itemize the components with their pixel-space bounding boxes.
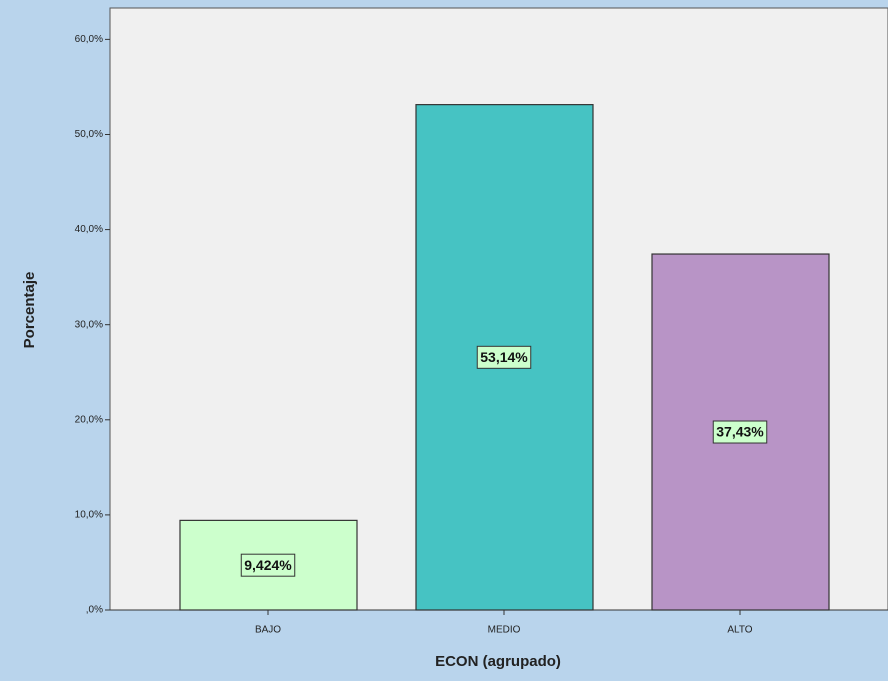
x-tick-label: BAJO: [255, 625, 281, 636]
y-axis-title: Porcentaje: [21, 272, 38, 349]
y-tick-label: ,0%: [86, 605, 103, 616]
value-label-box: [240, 553, 296, 577]
y-tick-label: 60,0%: [75, 34, 103, 45]
value-label: 37,43%: [716, 424, 764, 440]
x-tick-label: MEDIO: [488, 625, 521, 636]
y-tick-label: 40,0%: [75, 224, 103, 235]
value-label-box: [712, 420, 768, 444]
x-tick-label: ALTO: [727, 625, 752, 636]
y-tick-label: 50,0%: [75, 129, 103, 140]
value-label: 53,14%: [480, 349, 528, 365]
y-tick-label: 20,0%: [75, 414, 103, 425]
value-label-box: [476, 345, 532, 369]
value-label: 9,424%: [244, 557, 292, 573]
y-tick-label: 10,0%: [75, 510, 103, 521]
y-tick-label: 30,0%: [75, 319, 103, 330]
x-axis-title: ECON (agrupado): [435, 653, 561, 670]
